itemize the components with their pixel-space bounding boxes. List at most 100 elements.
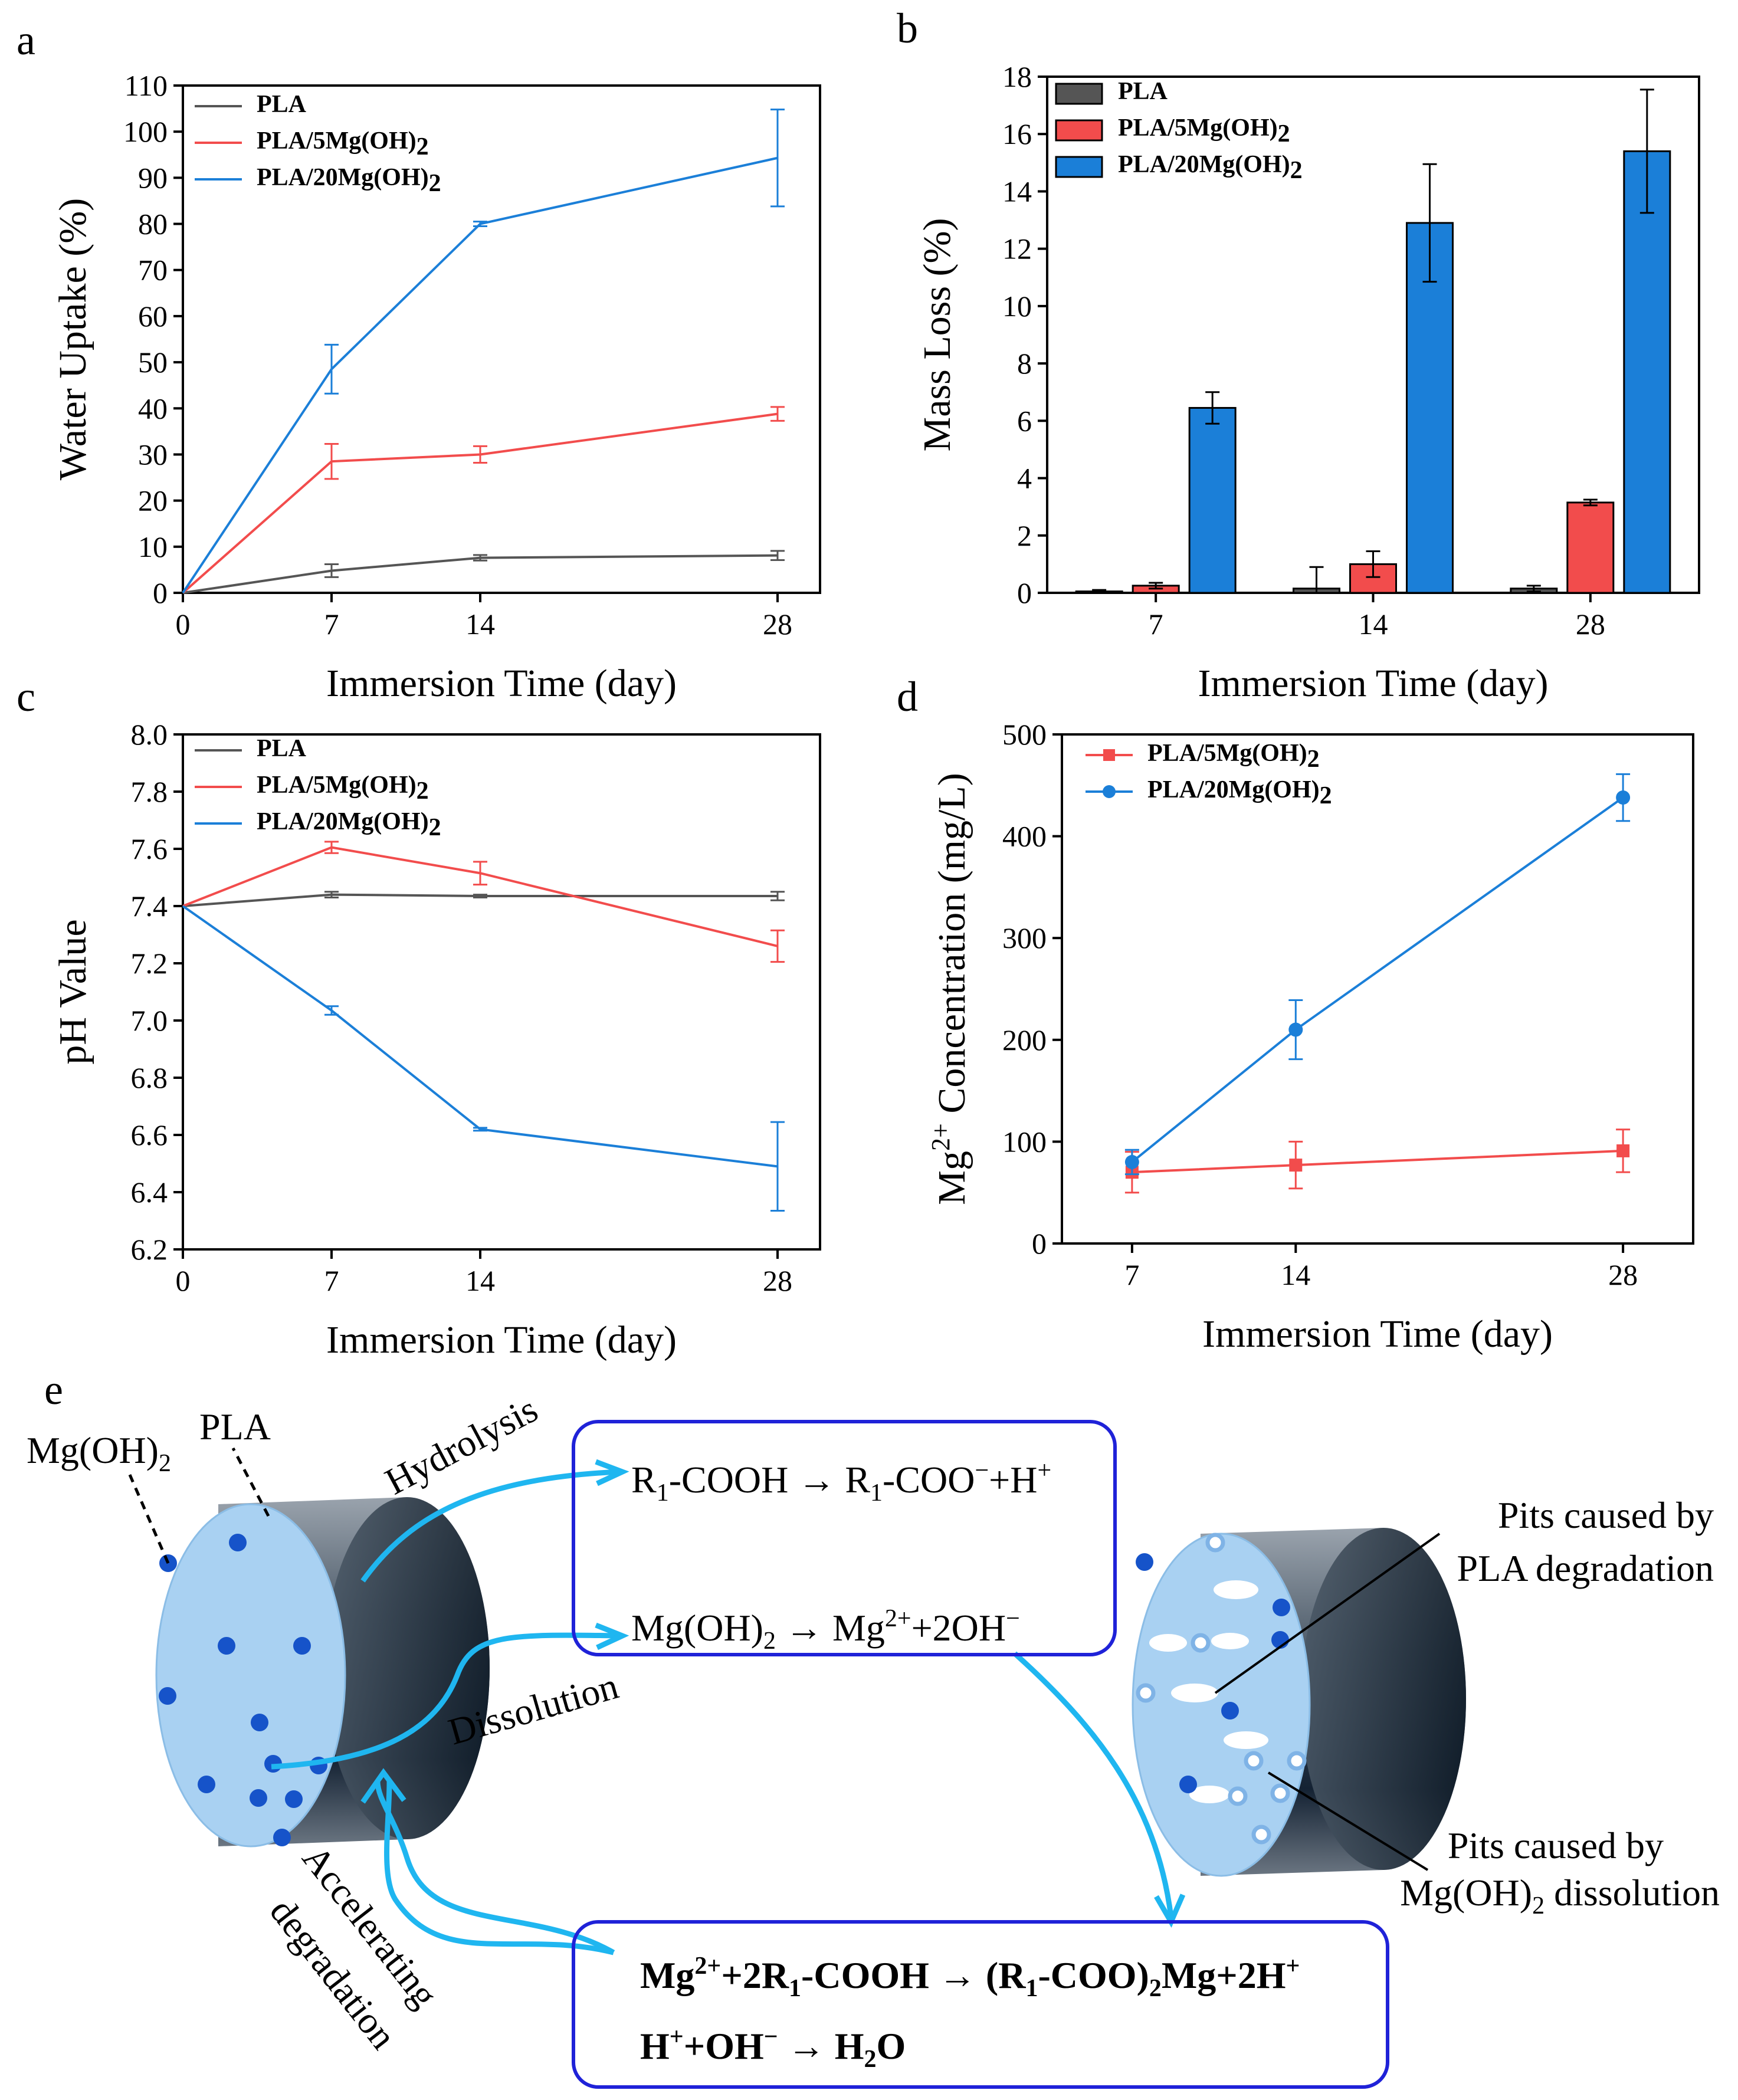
legend-label: PLA/20Mg(OH)2: [257, 808, 441, 841]
y-tick-label: 2: [1017, 519, 1032, 552]
x-axis-title: Immersion Time (day): [326, 1318, 677, 1361]
x-axis-title: Immersion Time (day): [1202, 1312, 1553, 1356]
y-tick-label: 4: [1017, 462, 1032, 495]
legend-label: PLA/5Mg(OH)2: [1147, 740, 1320, 773]
series-line: [182, 905, 778, 1168]
plot-frame: [182, 84, 821, 594]
degradation-pits: [1149, 1580, 1268, 1803]
y-tick-label: 7.6: [131, 832, 168, 865]
chart-mg-concentration: 0 100 200 300 400 500 7 14 28 Immersion Time (day…: [926, 718, 1694, 1356]
equation-hydrolysis: R1-COOH → R1-COO−+H+: [631, 1457, 1051, 1507]
x-tick-label: 7: [1149, 608, 1163, 641]
arrow-accelerating-outer: [384, 1781, 615, 1955]
y-tick-label: 10: [138, 530, 168, 563]
legend-marker: [1103, 749, 1115, 761]
arrow-accelerating-head: [360, 1768, 406, 1804]
bar: [1566, 501, 1615, 594]
y-tick-label: 14: [1002, 175, 1032, 208]
y-tick-label: 7.8: [131, 775, 168, 808]
legend-marker: [1103, 785, 1116, 798]
y-tick-label: 16: [1002, 117, 1032, 150]
chart-mass-loss: 0 2 4 6 8 10 12 14 16 18 7 14 28 Immersion Time (day)…: [916, 60, 1700, 705]
label-pits-pla-1: Pits caused by: [1498, 1494, 1714, 1536]
equation-box-bottom: [572, 1920, 1389, 2089]
y-tick-label: 60: [138, 300, 168, 333]
label-mgoh2: Mg(OH)2: [27, 1429, 171, 1477]
panel-letter-b: b: [897, 5, 918, 52]
arrow-dissolution: [271, 1632, 620, 1770]
cylinder-face: [155, 1503, 346, 1848]
x-tick-label: 0: [176, 608, 191, 641]
legend-label: PLA/20Mg(OH)2: [1118, 151, 1303, 184]
y-tick-label: 400: [1002, 820, 1047, 853]
data-point: [1124, 1154, 1139, 1169]
data-point: [1289, 1159, 1303, 1172]
arrow-hydrolysis: [360, 1469, 620, 1583]
x-tick-label: 14: [465, 608, 495, 641]
y-tick-label: 30: [138, 438, 168, 471]
y-tick-label: 6.4: [131, 1176, 168, 1209]
mg-particles: [159, 1534, 327, 1846]
x-tick-label: 14: [1281, 1258, 1310, 1291]
bar: [1623, 150, 1671, 594]
arrow-to-neutralization: [1012, 1651, 1174, 1918]
series-line: [182, 156, 778, 594]
y-tick-label: 12: [1002, 232, 1032, 265]
x-tick-label: 14: [465, 1264, 495, 1297]
legend-label: PLA: [257, 91, 307, 118]
legend-swatch: [1055, 83, 1103, 105]
equation-chelation: Mg2++2R1-COOH → (R1-COO)2Mg+2H+: [640, 1953, 1300, 2002]
panel-letter-e: e: [44, 1366, 63, 1413]
y-tick-label: 6.8: [131, 1061, 168, 1094]
legend-label: PLA: [257, 735, 307, 762]
y-tick-label: 18: [1002, 60, 1032, 93]
series-line: [182, 893, 778, 907]
legend-label: PLA: [1118, 78, 1168, 105]
x-tick-label: 28: [763, 608, 792, 641]
arrow-hydrolysis-head: [595, 1459, 629, 1487]
y-tick-label: 20: [138, 484, 168, 517]
degraded-face: [1132, 1533, 1311, 1877]
y-axis-title: Mg2+ Concentration (mg/L): [926, 773, 973, 1205]
y-tick-label: 10: [1002, 290, 1032, 323]
panel-letter-a: a: [17, 17, 35, 64]
x-tick-label: 7: [1124, 1258, 1139, 1291]
x-axis-title: Immersion Time (day): [326, 662, 677, 705]
equation-dissolution: Mg(OH)2 → Mg2++2OH−: [631, 1605, 1020, 1655]
degraded-cylinder: Pits caused by PLA degradation Pits caus…: [1132, 1494, 1720, 1919]
y-tick-label: 7.0: [131, 1004, 168, 1037]
legend-label: PLA/5Mg(OH)2: [257, 772, 429, 805]
y-tick-label: 6.2: [131, 1233, 168, 1266]
y-tick-label: 100: [1002, 1125, 1047, 1158]
x-tick-label: 28: [1608, 1258, 1638, 1291]
dissolution-pits: [1136, 1533, 1307, 1845]
legend-swatch: [1055, 119, 1103, 142]
x-tick-label: 7: [324, 1264, 339, 1297]
y-tick-label: 40: [138, 392, 168, 425]
y-tick-label: 90: [138, 161, 168, 194]
x-tick-label: 28: [763, 1264, 792, 1297]
bar: [1188, 406, 1237, 594]
series-line: [182, 846, 778, 947]
y-tick-label: 6: [1017, 404, 1032, 437]
x-tick-label: 0: [176, 1264, 191, 1297]
y-tick-label: 100: [123, 115, 168, 148]
y-axis-title: Water Uptake (%): [51, 198, 94, 480]
label-pits-mg-2: Mg(OH)2 dissolution: [1400, 1872, 1720, 1919]
legend-label: PLA/5Mg(OH)2: [1118, 114, 1290, 147]
y-tick-label: 110: [124, 69, 168, 102]
plot-frame: [182, 733, 821, 1251]
equation-neutralization: H++OH− → H2O: [640, 2023, 906, 2073]
panel-letter-d: d: [897, 673, 918, 720]
label-pits-mg-1: Pits caused by: [1448, 1825, 1664, 1866]
bar: [1406, 222, 1454, 594]
series-line: [182, 412, 778, 594]
x-tick-label: 28: [1576, 608, 1605, 641]
degradation-scheme: Mg(OH)2 PLA Hydrolysis Dissolution Accel…: [27, 1388, 1720, 2089]
legend-label: PLA/5Mg(OH)2: [257, 127, 429, 160]
data-point: [1288, 1022, 1303, 1037]
data-point: [1616, 1144, 1630, 1157]
y-tick-label: 0: [1017, 576, 1032, 609]
legend-label: PLA/20Mg(OH)2: [1147, 776, 1332, 809]
